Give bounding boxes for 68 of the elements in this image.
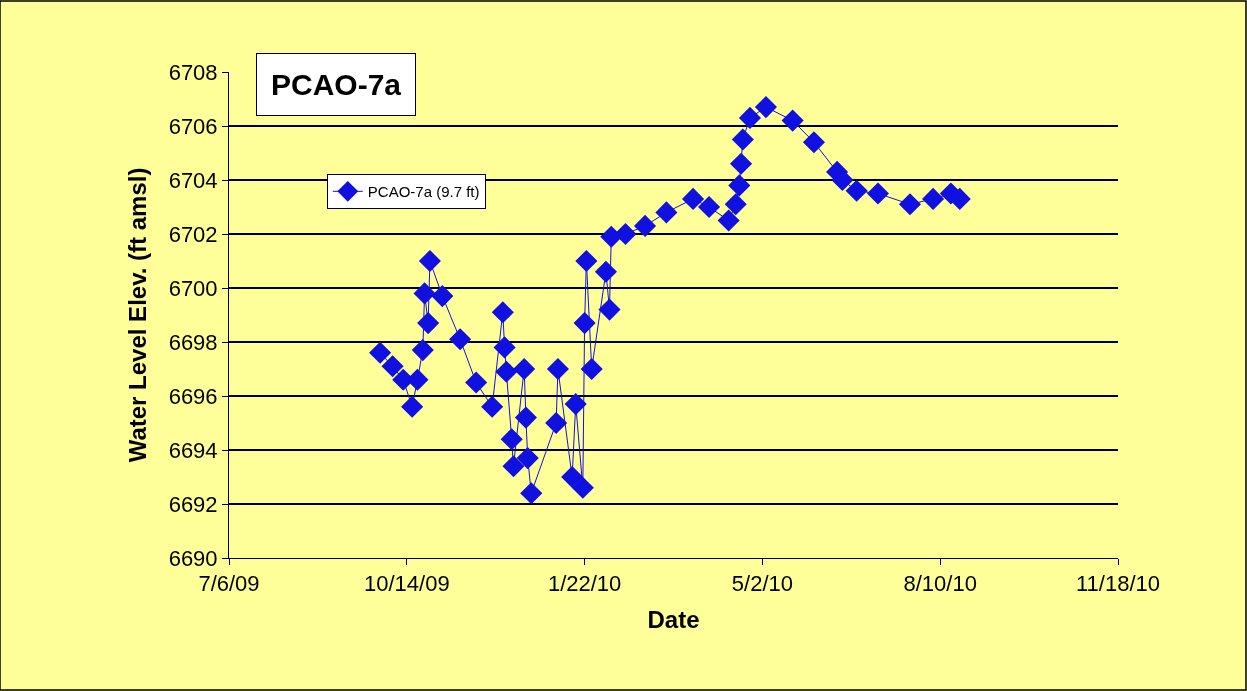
point <box>594 260 617 283</box>
point <box>738 106 761 129</box>
point <box>634 214 657 237</box>
point <box>449 328 472 351</box>
point <box>898 193 922 216</box>
y-tick-label: 6692 <box>168 491 218 517</box>
point <box>465 371 488 394</box>
x-tick-label: 7/6/09 <box>198 571 260 597</box>
point <box>724 193 747 216</box>
point <box>866 182 890 205</box>
point <box>502 455 525 478</box>
point <box>413 282 436 305</box>
y-tick-label: 6704 <box>168 167 218 193</box>
legend-label: PCAO-7a (9.7 ft) <box>367 183 480 201</box>
point <box>655 201 678 224</box>
point <box>698 195 721 219</box>
y-tick-label: 6702 <box>168 221 218 247</box>
y-tick-label: 6694 <box>168 437 218 463</box>
point <box>575 249 598 273</box>
x-tick-label: 5/2/10 <box>731 571 793 597</box>
point <box>571 476 594 499</box>
point <box>520 482 543 505</box>
point <box>417 312 440 335</box>
point <box>845 179 868 202</box>
point <box>401 395 424 418</box>
point <box>731 128 754 151</box>
x-tick-label: 11/18/10 <box>1075 571 1161 597</box>
point <box>717 209 740 232</box>
point <box>561 465 584 489</box>
point <box>493 336 516 359</box>
x-tick-label: 8/10/10 <box>903 571 977 597</box>
y-tick-label: 6706 <box>168 113 218 139</box>
point <box>728 174 751 197</box>
point <box>431 285 454 308</box>
x-axis-title: Date <box>647 605 700 633</box>
point <box>730 152 753 175</box>
x-tick-label: 10/14/09 <box>363 571 450 597</box>
point <box>513 357 536 381</box>
point <box>411 339 434 362</box>
point <box>418 249 441 273</box>
point <box>514 406 537 429</box>
point <box>922 187 945 210</box>
point <box>546 357 569 381</box>
point <box>580 357 603 381</box>
chart-title: PCAO-7a <box>271 68 402 101</box>
point <box>614 222 637 246</box>
point <box>491 301 514 324</box>
point <box>369 341 392 364</box>
y-tick-label: 6698 <box>168 329 218 355</box>
point <box>500 428 523 451</box>
y-tick-label: 6690 <box>168 545 218 571</box>
point <box>516 447 539 470</box>
point <box>495 360 518 383</box>
point <box>564 393 587 416</box>
point <box>754 96 778 119</box>
y-tick-label: 6700 <box>168 275 218 301</box>
point <box>381 355 404 378</box>
y-tick-label: 6696 <box>168 383 218 409</box>
point <box>781 109 804 132</box>
point <box>545 411 568 435</box>
point <box>682 187 705 210</box>
point <box>598 298 621 321</box>
point <box>573 312 596 335</box>
point <box>802 131 826 154</box>
point <box>481 395 504 418</box>
y-axis-title: Water Level Elev. (ft amsl) <box>123 167 151 463</box>
y-tick-label: 6708 <box>168 59 218 85</box>
x-tick-label: 1/22/10 <box>547 571 622 597</box>
